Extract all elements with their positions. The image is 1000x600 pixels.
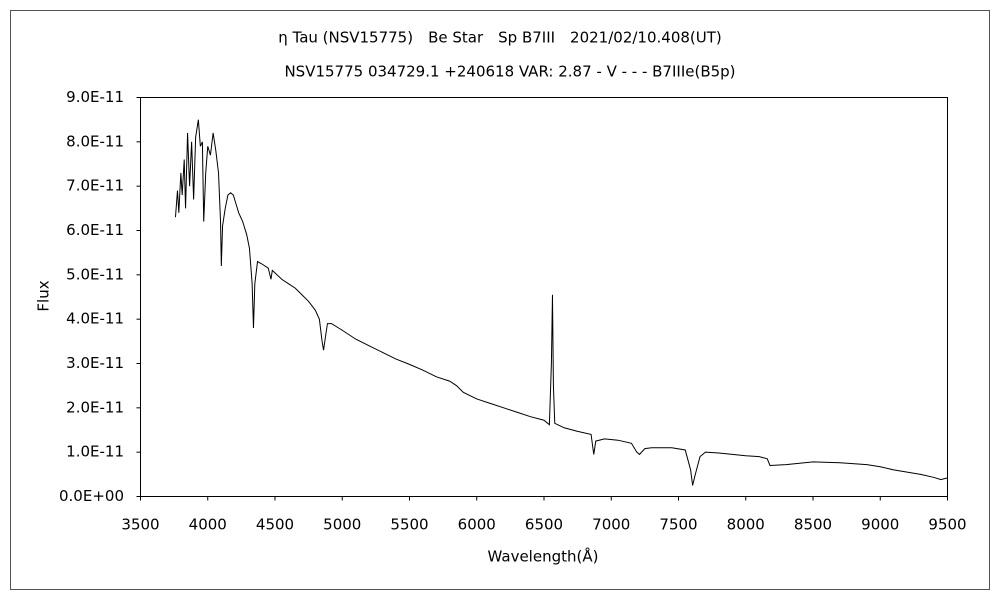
x-tick-label: 9500 (928, 516, 966, 534)
y-tick-label: 9.0E-11 (66, 88, 124, 106)
x-tick-label: 8000 (727, 516, 765, 534)
x-tick-label: 6000 (458, 516, 496, 534)
y-tick-label: 5.0E-11 (66, 265, 124, 283)
y-tick-label: 6.0E-11 (66, 221, 124, 239)
x-tick-label: 7000 (592, 516, 630, 534)
x-tick-label: 6500 (525, 516, 563, 534)
x-tick-label: 3500 (121, 516, 159, 534)
y-tick-label: 0.0E+00 (59, 487, 124, 505)
x-axis-label: Wavelength(Å) (488, 547, 599, 566)
plot-area (140, 97, 948, 497)
x-tick-label: 5000 (323, 516, 361, 534)
x-tick-label: 7500 (659, 516, 697, 534)
y-tick-label: 7.0E-11 (66, 177, 124, 195)
spectrum-line (174, 119, 948, 486)
chart-subtitle: NSV15775 034729.1 +240618 VAR: 2.87 - V … (284, 63, 735, 81)
x-tick-label: 4500 (256, 516, 294, 534)
x-tick-label: 4000 (189, 516, 227, 534)
y-tick-label: 1.0E-11 (66, 443, 124, 461)
x-tick-label: 8500 (794, 516, 832, 534)
chart-title: η Tau (NSV15775) Be Star Sp B7III 2021/0… (278, 29, 722, 47)
x-tick-label: 5500 (390, 516, 428, 534)
y-tick-label: 3.0E-11 (66, 354, 124, 372)
x-tick-label: 9000 (861, 516, 899, 534)
y-axis-label: Flux (35, 280, 53, 311)
y-tick-label: 4.0E-11 (66, 310, 124, 328)
y-tick-label: 8.0E-11 (66, 132, 124, 150)
y-tick-label: 2.0E-11 (66, 398, 124, 416)
